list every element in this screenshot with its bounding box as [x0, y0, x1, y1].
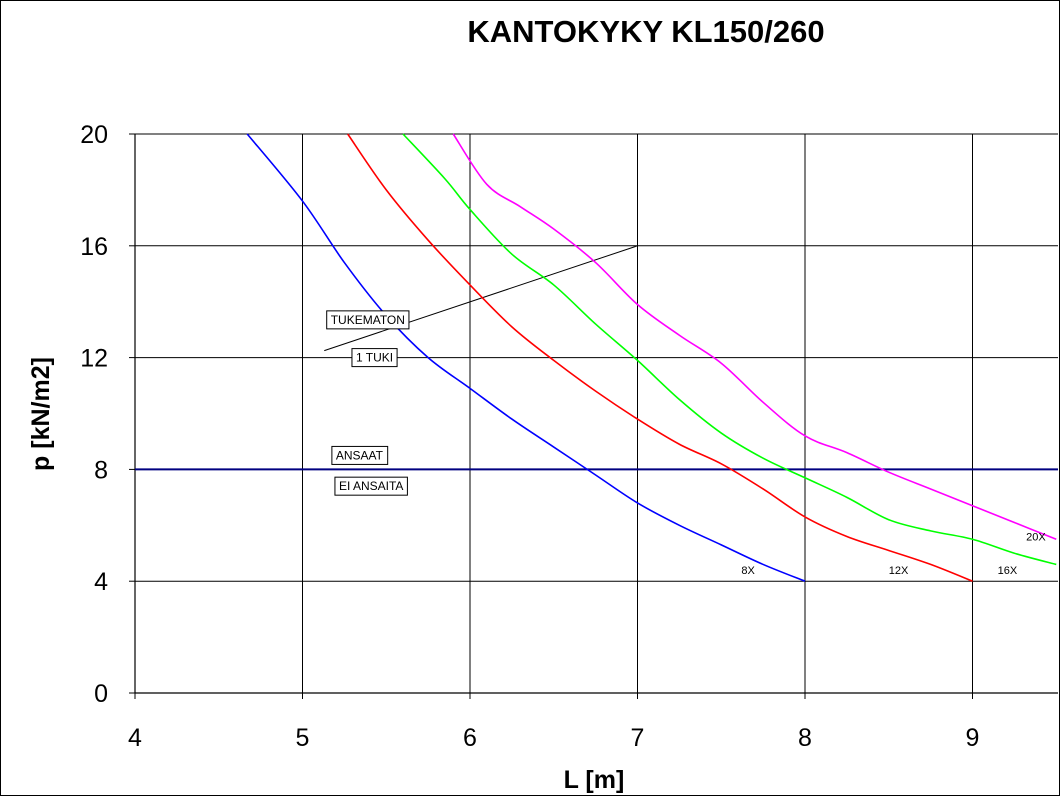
y-tick-label: 20: [80, 121, 108, 149]
x-tick-label: 6: [463, 724, 477, 752]
grid: [135, 133, 1058, 693]
annotation-frame: [351, 348, 398, 368]
series-line-20x: [452, 133, 1057, 541]
annotation-box: TUKEMATON: [326, 310, 410, 330]
annotation-label: TUKEMATON: [331, 313, 405, 327]
annotation-box: 1 TUKI: [351, 348, 398, 368]
annotation-frame: [331, 445, 389, 465]
y-tick-label: 8: [94, 456, 108, 484]
x-tick-label: 5: [296, 724, 310, 752]
x-axis-label: L [m]: [564, 766, 625, 794]
y-tick-label: 16: [80, 233, 108, 261]
y-axis-label: p [kN/m2]: [27, 357, 55, 471]
reference-lines: [135, 245, 1058, 471]
annotation-label: 1 TUKI: [356, 351, 393, 365]
axes: [129, 133, 1058, 699]
series-line-12x: [347, 133, 973, 582]
x-tick-label: 9: [966, 724, 980, 752]
series-label-16x: 16X: [998, 565, 1018, 577]
annotations: TUKEMATON 1 TUKI ANSAAT EI ANSAITA: [326, 310, 410, 496]
reference-line-segment: [324, 245, 638, 352]
chart-title: KANTOKYKY KL150/260: [467, 14, 825, 49]
x-tick-label: 7: [631, 724, 645, 752]
series-lines: [246, 133, 1057, 582]
annotation-label: EI ANSAITA: [339, 479, 403, 493]
series-labels: 8X 12X 16X 20X: [741, 531, 1046, 577]
y-tick-label: 12: [80, 345, 108, 373]
x-tick-label: 4: [128, 724, 142, 752]
y-tick-label: 0: [94, 680, 108, 708]
series-label-20x: 20X: [1026, 531, 1046, 543]
series-label-8x: 8X: [741, 565, 755, 577]
annotation-frame: [326, 310, 410, 330]
series-line-8x: [246, 133, 806, 582]
annotation-label: ANSAAT: [336, 448, 384, 462]
annotation-box: ANSAAT: [331, 445, 389, 465]
annotation-box: EI ANSAITA: [334, 476, 408, 496]
x-tick-label: 8: [798, 724, 812, 752]
series-label-12x: 12X: [889, 565, 909, 577]
annotation-frame: [334, 476, 408, 496]
series-line-16x: [402, 133, 1057, 566]
y-tick-label: 4: [94, 568, 108, 596]
